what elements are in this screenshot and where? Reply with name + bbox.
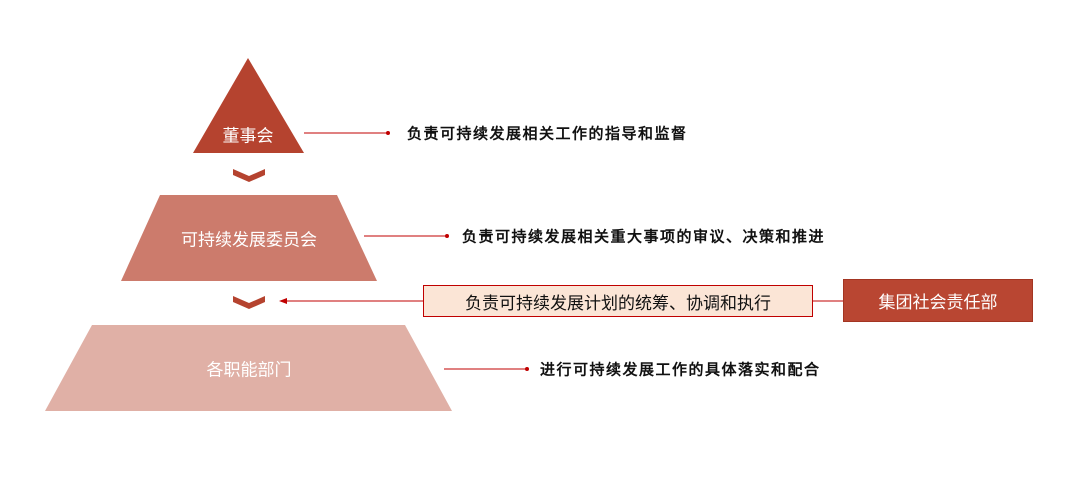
plan-box: 负责可持续发展计划的统筹、协调和执行 — [423, 285, 813, 317]
level-3-description: 进行可持续发展工作的具体落实和配合 — [540, 360, 821, 379]
chevron-down-icon — [233, 169, 265, 182]
level-3-trapezoid — [45, 325, 452, 411]
level-1-label: 董事会 — [222, 126, 274, 147]
connector-dot-1 — [386, 131, 390, 135]
arrow-left-icon — [279, 298, 287, 304]
connector-dot-2 — [445, 234, 449, 238]
level-2-trapezoid — [121, 195, 377, 281]
connector-dot-3 — [525, 367, 529, 371]
level-2-label: 可持续发展委员会 — [181, 230, 317, 251]
level-1-triangle — [193, 58, 304, 153]
department-box: 集团社会责任部 — [843, 279, 1033, 322]
level-1-description: 负责可持续发展相关工作的指导和监督 — [407, 124, 688, 143]
chevron-down-icon — [233, 296, 265, 309]
level-3-label: 各职能部门 — [206, 360, 292, 381]
level-2-description: 负责可持续发展相关重大事项的审议、决策和推进 — [462, 227, 826, 246]
